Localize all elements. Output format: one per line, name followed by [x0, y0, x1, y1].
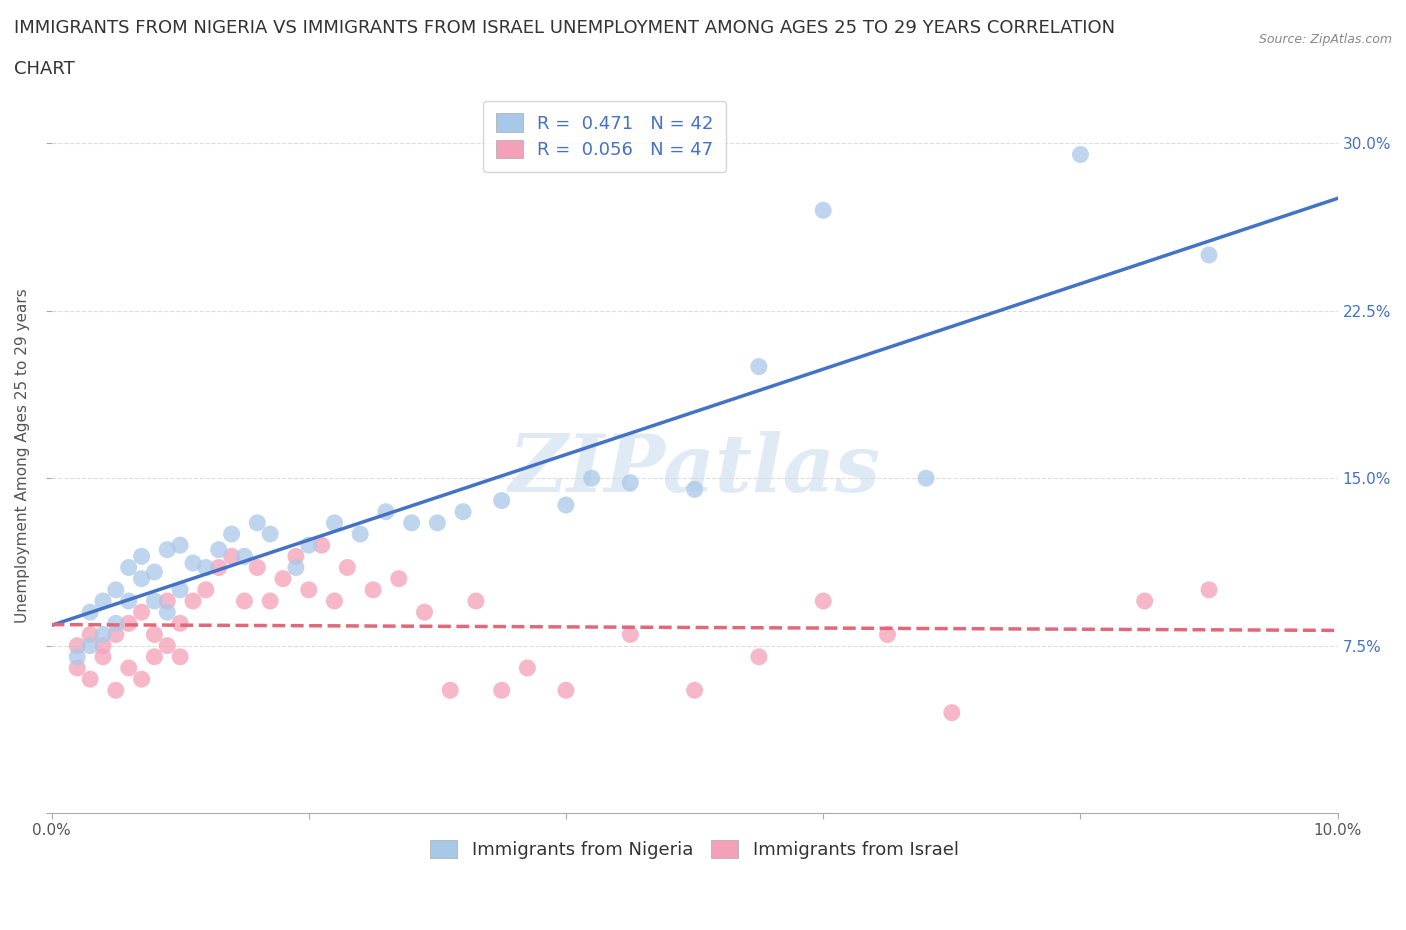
Point	[284, 560, 307, 575]
Point	[131, 549, 153, 564]
Point	[143, 627, 166, 642]
Point	[66, 638, 89, 653]
Point	[104, 582, 127, 597]
Point	[259, 526, 281, 541]
Point	[491, 683, 513, 698]
Point	[208, 542, 231, 557]
Point	[91, 649, 114, 664]
Point	[143, 649, 166, 664]
Point	[555, 498, 578, 512]
Point	[361, 582, 384, 597]
Point	[118, 660, 141, 675]
Point	[1069, 147, 1091, 162]
Point	[233, 549, 256, 564]
Point	[465, 593, 488, 608]
Y-axis label: Unemployment Among Ages 25 to 29 years: Unemployment Among Ages 25 to 29 years	[15, 288, 30, 623]
Point	[1198, 582, 1220, 597]
Point	[401, 515, 423, 530]
Point	[169, 538, 191, 552]
Text: Source: ZipAtlas.com: Source: ZipAtlas.com	[1258, 33, 1392, 46]
Point	[66, 660, 89, 675]
Point	[91, 627, 114, 642]
Point	[1133, 593, 1156, 608]
Point	[156, 593, 179, 608]
Point	[169, 649, 191, 664]
Point	[1198, 247, 1220, 262]
Point	[374, 504, 396, 519]
Point	[156, 638, 179, 653]
Point	[915, 471, 938, 485]
Point	[79, 638, 101, 653]
Point	[619, 475, 641, 490]
Point	[104, 616, 127, 631]
Point	[221, 549, 243, 564]
Point	[336, 560, 359, 575]
Point	[271, 571, 294, 586]
Point	[79, 604, 101, 619]
Point	[388, 571, 411, 586]
Point	[259, 593, 281, 608]
Point	[516, 660, 538, 675]
Point	[451, 504, 474, 519]
Point	[221, 526, 243, 541]
Text: ZIPatlas: ZIPatlas	[509, 432, 880, 509]
Point	[941, 705, 963, 720]
Point	[104, 683, 127, 698]
Point	[79, 627, 101, 642]
Point	[426, 515, 449, 530]
Point	[284, 549, 307, 564]
Point	[181, 593, 204, 608]
Point	[683, 683, 706, 698]
Point	[323, 593, 346, 608]
Point	[555, 683, 578, 698]
Point	[194, 560, 217, 575]
Point	[298, 538, 321, 552]
Point	[91, 638, 114, 653]
Point	[79, 671, 101, 686]
Point	[298, 582, 321, 597]
Point	[91, 593, 114, 608]
Point	[181, 555, 204, 570]
Text: IMMIGRANTS FROM NIGERIA VS IMMIGRANTS FROM ISRAEL UNEMPLOYMENT AMONG AGES 25 TO : IMMIGRANTS FROM NIGERIA VS IMMIGRANTS FR…	[14, 19, 1115, 36]
Point	[311, 538, 333, 552]
Point	[66, 649, 89, 664]
Point	[811, 593, 834, 608]
Point	[118, 593, 141, 608]
Point	[118, 560, 141, 575]
Point	[619, 627, 641, 642]
Legend: Immigrants from Nigeria, Immigrants from Israel: Immigrants from Nigeria, Immigrants from…	[422, 830, 967, 869]
Point	[811, 203, 834, 218]
Point	[169, 582, 191, 597]
Point	[683, 482, 706, 497]
Point	[208, 560, 231, 575]
Point	[169, 616, 191, 631]
Point	[581, 471, 603, 485]
Point	[131, 571, 153, 586]
Point	[439, 683, 461, 698]
Point	[104, 627, 127, 642]
Text: CHART: CHART	[14, 60, 75, 78]
Point	[156, 542, 179, 557]
Point	[131, 671, 153, 686]
Point	[246, 560, 269, 575]
Point	[323, 515, 346, 530]
Point	[349, 526, 371, 541]
Point	[233, 593, 256, 608]
Point	[131, 604, 153, 619]
Point	[143, 593, 166, 608]
Point	[413, 604, 436, 619]
Point	[748, 649, 770, 664]
Point	[491, 493, 513, 508]
Point	[194, 582, 217, 597]
Point	[246, 515, 269, 530]
Point	[156, 604, 179, 619]
Point	[143, 565, 166, 579]
Point	[118, 616, 141, 631]
Point	[748, 359, 770, 374]
Point	[876, 627, 898, 642]
